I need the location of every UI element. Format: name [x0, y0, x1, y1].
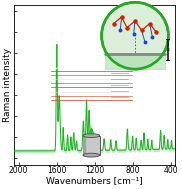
Text: 500 cts: 500 cts	[147, 47, 170, 52]
X-axis label: Wavenumbers [cm⁻¹]: Wavenumbers [cm⁻¹]	[46, 177, 143, 186]
Y-axis label: Raman intensity: Raman intensity	[3, 48, 13, 122]
